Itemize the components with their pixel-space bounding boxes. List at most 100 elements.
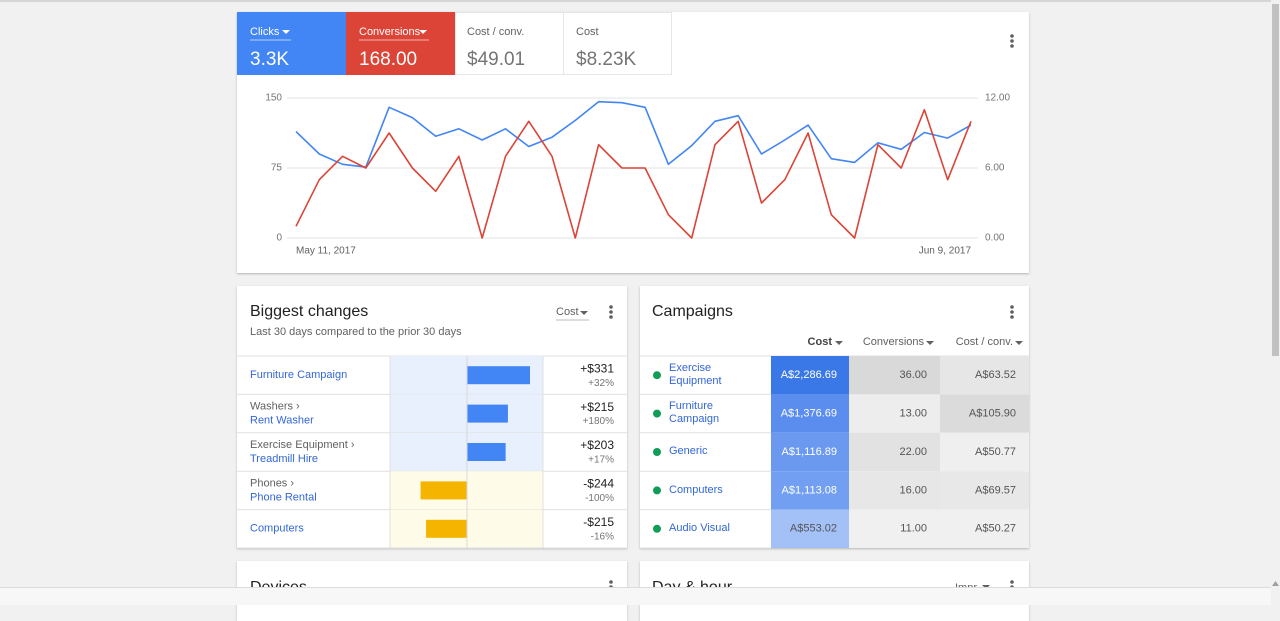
tab-label: Clicks	[250, 26, 280, 38]
dropdown-icon	[835, 341, 843, 345]
camp-name: Generic	[669, 445, 708, 458]
y-tick-label: 0	[276, 233, 282, 244]
cell-value: A$69.57	[975, 484, 1016, 496]
cell-bg	[849, 471, 940, 510]
scroll-arrow[interactable]	[1272, 581, 1279, 586]
change-bar	[426, 519, 467, 538]
x-tick-label: May 11, 2017	[296, 246, 356, 257]
row-parent: Phones ›	[250, 477, 294, 489]
dropdown-icon	[1015, 341, 1023, 345]
cell-value: 36.00	[899, 369, 927, 381]
card-subtitle: Last 30 days compared to the prior 30 da…	[250, 326, 462, 338]
row-parent: Exercise Equipment ›	[250, 439, 355, 451]
card-title: Biggest changes	[250, 303, 368, 320]
change-label: +$215	[580, 400, 614, 414]
tab-value: $8.23K	[576, 49, 637, 70]
series-line	[295, 108, 972, 239]
camp-name: Exercise Equipment	[669, 362, 722, 387]
tab-value: $49.01	[467, 49, 525, 70]
column-header[interactable]: Conversions	[863, 336, 925, 348]
cell-value: 22.00	[899, 446, 927, 458]
tab-label: Conversions	[359, 26, 421, 38]
row-name: Furniture Campaign	[250, 369, 347, 381]
cell-value: A$63.52	[975, 369, 1016, 381]
camp-name: Furniture Campaign	[669, 400, 720, 426]
column-header[interactable]: Cost	[808, 336, 833, 348]
change-bar	[467, 443, 506, 461]
tab-clicks[interactable]	[237, 12, 346, 75]
cell-bg	[771, 432, 849, 472]
tab-value: 3.3K	[250, 49, 289, 70]
percent-label: -16%	[591, 531, 614, 542]
cell-bg	[771, 394, 849, 433]
status-dot	[653, 371, 661, 380]
change-label: +$331	[580, 361, 614, 375]
dynamic: 0 75 150 0.00 6.00 12.00 May 11, 2017 Jun 9, 20…	[237, 93, 1029, 549]
camp-name: Computers	[669, 483, 723, 496]
y2-tick-label: 0.00	[985, 233, 1005, 244]
menu-icon[interactable]	[1010, 34, 1014, 48]
cell-bg	[940, 394, 1029, 433]
change-label: +$203	[580, 438, 614, 452]
card-title: Campaigns	[652, 303, 733, 320]
y-tick-label: 75	[271, 163, 283, 174]
row-parent: Washers ›	[250, 401, 300, 413]
dropdown-icon	[419, 30, 427, 34]
cell-bg	[771, 509, 849, 548]
cell-bg	[849, 356, 940, 395]
cell-value: 11.00	[900, 523, 927, 535]
series-line	[295, 100, 972, 168]
change-label: -$244	[583, 477, 614, 491]
v-scrollbar-thumb[interactable]	[1272, 4, 1279, 356]
cell-bg	[940, 432, 1029, 472]
column-header[interactable]: Cost / conv.	[956, 336, 1013, 348]
cell-bg	[771, 471, 849, 510]
dropdown-icon	[580, 311, 588, 315]
percent-label: +32%	[588, 378, 614, 389]
tab-label: Cost	[576, 26, 599, 38]
row-name: Treadmill Hire	[250, 453, 318, 465]
cell-value: A$50.77	[975, 446, 1016, 458]
top-border	[0, 0, 1280, 2]
tab-value: 168.00	[359, 49, 417, 70]
layer: Clicks 3.3K Conversions 168.00 Cost / co…	[0, 0, 1280, 605]
cell-value: A$1,116.89	[782, 446, 837, 458]
percent-label: +17%	[588, 455, 614, 466]
menu-icon[interactable]	[609, 305, 613, 319]
metric-selector[interactable]: Cost	[556, 306, 579, 318]
cell-value: A$50.27	[975, 523, 1016, 535]
percent-label: +180%	[583, 416, 615, 427]
tab-label: Cost / conv.	[467, 26, 524, 38]
status-dot	[653, 409, 661, 418]
y-tick-label: 150	[265, 93, 282, 104]
percent-label: -100%	[585, 493, 614, 504]
row-name: Computers	[250, 523, 304, 535]
tab-cost[interactable]	[563, 12, 672, 75]
x-tick-label: Jun 9, 2017	[919, 246, 972, 257]
cell-value: 16.00	[899, 484, 927, 496]
status-dot	[653, 448, 661, 456]
tab-conversions[interactable]	[346, 12, 455, 75]
h-scrollbar	[0, 587, 1271, 605]
row-name: Rent Washer	[250, 415, 314, 427]
status-dot	[653, 524, 661, 533]
cell-value: A$2,286.69	[781, 369, 837, 381]
cell-bg	[940, 509, 1029, 548]
change-bar	[420, 481, 467, 500]
cell-bg	[849, 509, 940, 548]
cell-bg	[940, 356, 1029, 395]
dropdown-icon	[926, 341, 934, 345]
cell-value: A$1,376.69	[781, 408, 837, 420]
menu-icon[interactable]	[1010, 305, 1014, 319]
dropdown-icon	[282, 30, 290, 34]
y2-tick-label: 6.00	[985, 163, 1005, 174]
cell-bg	[849, 432, 940, 472]
cell-bg	[849, 394, 940, 433]
row-name: Phone Rental	[250, 491, 317, 503]
cell-value: A$553.02	[790, 523, 837, 535]
change-bar	[467, 366, 530, 385]
status-dot	[653, 486, 661, 495]
camp-name: Audio Visual	[669, 522, 730, 535]
cell-value: 13.00	[899, 408, 927, 420]
change-label: -$215	[583, 515, 614, 529]
